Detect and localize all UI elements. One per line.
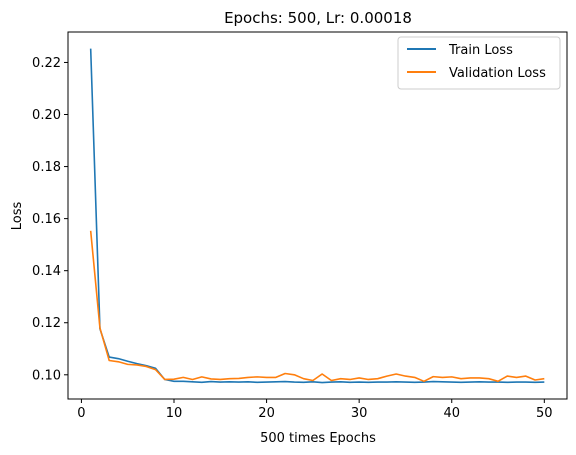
chart-title: Epochs: 500, Lr: 0.00018 <box>224 9 412 27</box>
x-tick-label: 0 <box>77 406 85 421</box>
y-axis: 0.10 0.12 0.14 0.16 0.18 0.20 0.22 <box>32 56 68 383</box>
legend: Train Loss Validation Loss <box>397 36 561 90</box>
x-tick-label: 10 <box>166 406 183 421</box>
series-line-validation-loss <box>89 230 545 383</box>
y-tick-label: 0.18 <box>32 160 61 175</box>
x-axis-title: 500 times Epochs <box>260 431 376 446</box>
y-tick-label: 0.16 <box>32 212 61 227</box>
x-tick-label: 50 <box>536 406 553 421</box>
y-tick-label: 0.20 <box>32 108 61 123</box>
y-tick-label: 0.22 <box>32 56 61 71</box>
legend-box <box>397 36 561 90</box>
x-axis: 0 10 20 30 40 50 <box>77 399 553 421</box>
x-tick-label: 20 <box>258 406 275 421</box>
plot-area <box>67 31 568 400</box>
legend-label-validation-loss: Validation Loss <box>449 66 546 81</box>
series-layer <box>89 48 545 384</box>
y-axis-title: Loss <box>10 202 25 231</box>
x-tick-label: 30 <box>351 406 368 421</box>
legend-label-train-loss: Train Loss <box>448 43 513 58</box>
x-tick-label: 40 <box>443 406 460 421</box>
y-tick-label: 0.14 <box>32 264 61 279</box>
plot-frame <box>67 31 568 400</box>
y-tick-label: 0.12 <box>32 316 61 331</box>
y-tick-label: 0.10 <box>32 368 61 383</box>
